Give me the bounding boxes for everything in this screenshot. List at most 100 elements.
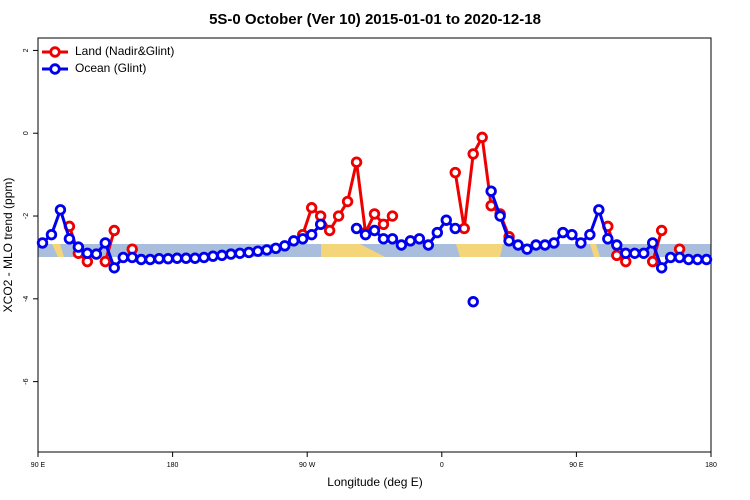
data-point (646, 255, 659, 268)
data-point (36, 237, 49, 249)
data-point (171, 252, 183, 264)
data-point (162, 252, 174, 265)
data-point (673, 251, 686, 264)
data-point (449, 222, 461, 235)
data-point (359, 228, 372, 241)
data-point (99, 255, 112, 268)
data-point (691, 253, 704, 266)
data-point (485, 185, 497, 197)
legend-label: Land (Nadir&Glint) (75, 44, 174, 58)
data-point (45, 228, 58, 241)
data-point (395, 239, 408, 251)
data-point (108, 262, 120, 274)
data-point (270, 242, 282, 255)
data-point (602, 233, 614, 245)
data-point (575, 237, 587, 249)
y-tick-label: 2 (23, 48, 30, 52)
x-tick-label: 180 (167, 462, 179, 469)
legend: Land (Nadir&Glint) Ocean (Glint) (42, 44, 174, 75)
data-point (655, 262, 668, 274)
data-point (449, 166, 461, 179)
data-point (467, 148, 479, 160)
data-point (54, 204, 67, 216)
x-axis-label: Longitude (deg E) (327, 475, 422, 489)
x-tick-label: 180 (705, 462, 717, 469)
data-point (261, 244, 273, 256)
data-point (620, 247, 632, 259)
data-point (332, 210, 345, 222)
y-tick-label: 0 (23, 131, 30, 135)
data-point (305, 202, 318, 214)
data-point (467, 296, 479, 308)
data-point (422, 239, 435, 251)
land-patch (590, 244, 600, 257)
data-point (198, 251, 210, 264)
data-point (548, 237, 560, 249)
data-point (440, 214, 452, 226)
data-point (611, 249, 623, 262)
plot-layer: 90 E 180 90 W 0 90 E 180 2 0 -2 -4 -6 Land (Nadir&G… (23, 44, 717, 469)
x-tick-label: 90 E (569, 462, 584, 469)
data-point (413, 233, 426, 245)
data-point (521, 243, 533, 255)
data-point (135, 253, 147, 266)
data-point (323, 224, 336, 237)
data-point (682, 253, 695, 266)
data-point (664, 251, 677, 264)
data-point (512, 239, 524, 251)
data-point (655, 224, 668, 237)
data-point (368, 224, 381, 237)
data-point (305, 228, 318, 241)
data-point (99, 237, 112, 249)
legend-label: Ocean (Glint) (75, 61, 146, 75)
data-point (539, 239, 551, 251)
legend-marker (49, 46, 61, 58)
data-point (404, 235, 417, 247)
data-point (279, 240, 291, 252)
data-point (458, 222, 470, 235)
data-point (341, 195, 354, 208)
data-point (72, 241, 85, 253)
data-point (81, 247, 94, 259)
data-point (288, 235, 300, 247)
data-point (494, 210, 506, 222)
data-point (234, 247, 246, 259)
data-point (593, 204, 605, 216)
data-point (557, 226, 569, 239)
data-point (638, 247, 650, 259)
data-point (216, 249, 228, 262)
data-point (386, 233, 399, 245)
data-point (180, 252, 192, 264)
data-point (368, 208, 381, 220)
data-point (377, 233, 390, 245)
data-point (386, 210, 399, 222)
y-tick-label: -4 (23, 296, 30, 302)
data-point (377, 218, 390, 231)
data-point (611, 239, 623, 251)
data-point (314, 218, 327, 231)
x-tick-label: 0 (440, 462, 444, 469)
data-point (126, 251, 138, 264)
y-axis-label: XCO2 - MLO trend (ppm) (1, 178, 15, 313)
data-point (297, 233, 309, 245)
data-point (207, 250, 219, 262)
data-point (144, 253, 156, 266)
data-point (63, 233, 76, 245)
data-point (350, 156, 363, 168)
x-tick-label: 90 E (31, 462, 46, 469)
data-point (243, 246, 255, 259)
data-point (503, 235, 515, 247)
y-tick-label: -6 (23, 378, 30, 384)
data-point (530, 239, 542, 251)
data-point (117, 251, 129, 264)
land-patch (52, 244, 64, 257)
data-point (476, 131, 488, 144)
data-point (350, 222, 363, 235)
data-point (252, 245, 264, 257)
chart-title: 5S-0 October (Ver 10) 2015-01-01 to 2020… (209, 11, 541, 28)
data-point (566, 228, 578, 241)
data-point (584, 228, 596, 241)
data-point (189, 252, 201, 264)
data-point (431, 226, 444, 239)
